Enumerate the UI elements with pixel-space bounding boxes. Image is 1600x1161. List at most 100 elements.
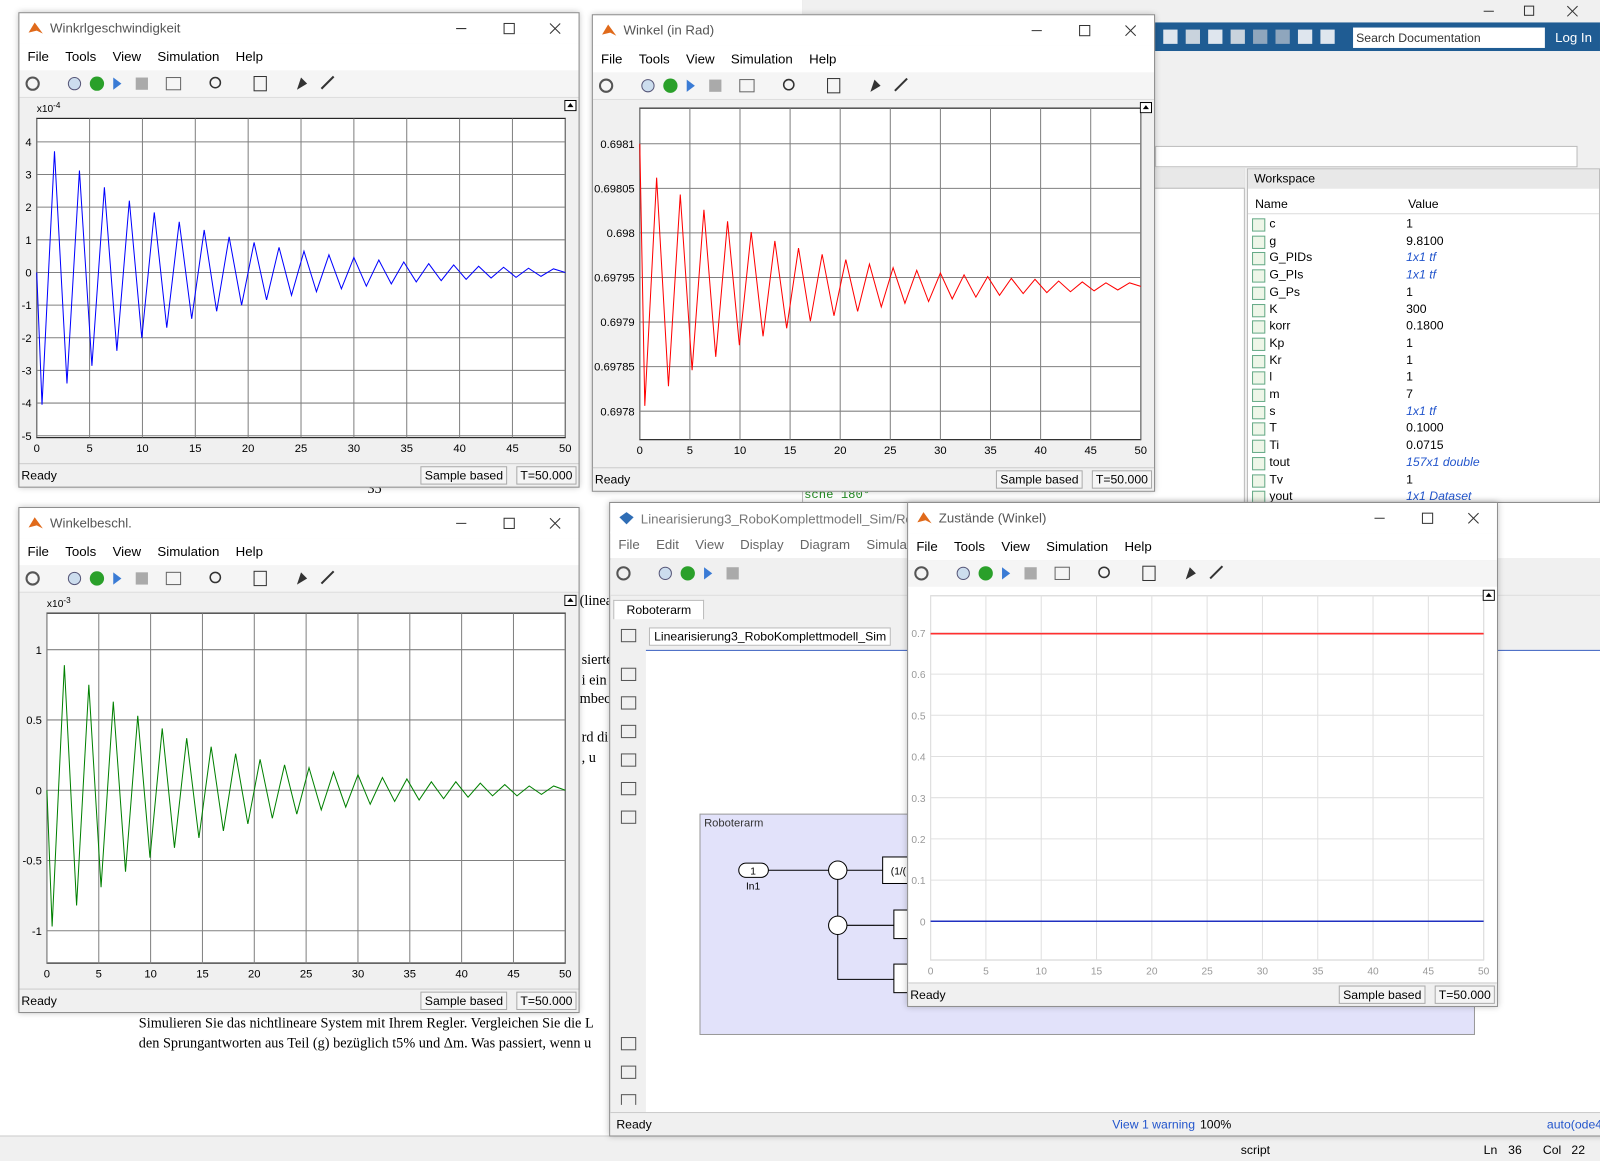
variable-name[interactable]: G_PIs [1269,267,1304,282]
variable-name[interactable]: yout [1269,488,1293,504]
variable-name[interactable]: g [1269,233,1277,248]
variable-name[interactable]: tout [1269,454,1290,470]
undock-button[interactable] [564,99,577,112]
variable-value[interactable]: 7 [1406,386,1413,401]
menu-item[interactable]: Tools [65,543,97,560]
toolbar-icons[interactable] [912,564,1259,582]
variable-value[interactable]: 1 [1406,369,1413,384]
variable-value[interactable]: 1x1 tf [1406,267,1437,282]
menu-item[interactable]: View [686,51,715,67]
menu-item[interactable]: Simulation [1046,538,1109,554]
sum-block[interactable] [828,915,848,936]
column-value[interactable]: Value [1408,196,1439,212]
menu-item[interactable]: File [27,48,49,65]
quick-access-icons[interactable] [1161,28,1350,48]
restore[interactable] [1523,5,1535,16]
status-solver[interactable]: auto(ode4 [1546,1117,1600,1132]
menu-item[interactable]: Simulation [157,543,220,560]
toolbar-button[interactable] [165,77,182,91]
variable-value[interactable]: 1 [1406,335,1413,350]
icon-copy[interactable] [1208,29,1223,44]
toolbar-icons[interactable] [597,77,944,95]
toolbar-button[interactable] [296,77,308,90]
window-controls[interactable] [448,514,577,532]
menu-item[interactable]: View [112,48,142,65]
window-controls[interactable] [448,19,577,37]
menu-item[interactable]: Tools [65,48,97,65]
variable-name[interactable]: c [1269,216,1276,231]
toolbar-button[interactable] [25,76,40,91]
window-controls[interactable] [1366,509,1495,527]
menu-item[interactable]: Help [1124,538,1152,554]
menu-item[interactable]: Help [809,51,837,67]
menu-item[interactable]: Simulation [730,51,793,67]
toolbar-button[interactable] [1098,566,1110,579]
column-name[interactable]: Name [1255,196,1288,212]
toolbar-icons[interactable] [23,74,370,92]
menu-item[interactable]: File [618,536,640,552]
maximize[interactable] [503,22,515,35]
variable-value[interactable]: 300 [1406,301,1427,316]
toolbar-button[interactable] [616,566,631,581]
toolbar-button[interactable] [739,79,755,93]
close[interactable] [549,23,561,35]
maximize[interactable] [1421,512,1434,524]
icon-redo[interactable] [1275,29,1290,44]
tool-palette[interactable] [616,625,643,1105]
palette-button[interactable] [620,753,637,767]
address-bar[interactable] [1155,145,1578,168]
undock-button[interactable] [1482,589,1495,601]
toolbar-button[interactable] [956,566,970,580]
menu-item[interactable]: Help [235,543,263,560]
close[interactable] [549,517,561,529]
toolbar-button[interactable] [1054,566,1070,580]
variable-value[interactable]: 1x1 Dataset [1406,488,1472,504]
close[interactable] [1467,512,1479,524]
scope-window[interactable]: Winkrlgeschwindigkeit File Tools View Simula… [18,12,580,488]
menu-item[interactable]: Tools [954,538,986,554]
menu-item[interactable]: Diagram [799,536,851,552]
variable-value[interactable]: 0.1800 [1406,318,1444,333]
menu-item[interactable]: File [27,543,49,560]
toolbar-button[interactable] [135,572,148,585]
status-warning[interactable]: View 1 warning [1112,1117,1196,1132]
close[interactable] [1125,25,1137,37]
toolbar-button[interactable] [320,570,335,585]
toolbar-button[interactable] [113,572,122,585]
icon-undo[interactable] [1253,29,1268,44]
window-controls[interactable] [1475,2,1597,20]
scope-window[interactable]: Winkelbeschl. File Tools View Simulation Help… [18,507,580,1014]
toolbar-button[interactable] [704,567,713,580]
toolbar-button[interactable] [1185,567,1196,580]
toolbar-button[interactable] [1209,565,1224,580]
menu-item[interactable]: View [1001,538,1030,554]
icon-save[interactable] [1163,29,1178,44]
toolbar-button[interactable] [680,566,695,581]
variable-value[interactable]: 1 [1406,352,1413,367]
variable-name[interactable]: l [1269,369,1273,384]
inport-block[interactable] [738,862,769,878]
undock-button[interactable] [1139,102,1153,114]
toolbar-button[interactable] [135,77,148,90]
variable-name[interactable]: K [1269,301,1278,316]
variable-name[interactable]: m [1269,386,1280,401]
icon-help[interactable] [1320,29,1335,44]
toolbar-button[interactable] [709,79,722,92]
menu-item[interactable]: Simulation [157,48,220,65]
variable-value[interactable]: 157x1 double [1406,454,1480,470]
toolbar-button[interactable] [209,571,222,584]
toolbar-button[interactable] [113,77,122,90]
variable-name[interactable]: Ti [1269,437,1280,453]
variable-value[interactable]: 0.1000 [1406,420,1444,436]
workspace-panel[interactable]: Workspace Name Value c 1 g 9.8100 G_PIDs 1x1 … [1246,168,1600,505]
variable-value[interactable]: 1x1 tf [1406,250,1437,265]
variable-name[interactable]: G_PIDs [1269,250,1313,265]
toolbar-button[interactable] [253,570,267,587]
model-tab[interactable]: Roboterarm [613,599,705,620]
menu-item[interactable]: File [916,538,938,554]
menu-item[interactable]: View [695,536,724,552]
palette-button[interactable] [620,667,637,681]
toolbar-button[interactable] [25,571,40,586]
search-box[interactable]: Search Documentation [1353,27,1545,48]
variable-value[interactable]: 1x1 tf [1406,403,1437,418]
